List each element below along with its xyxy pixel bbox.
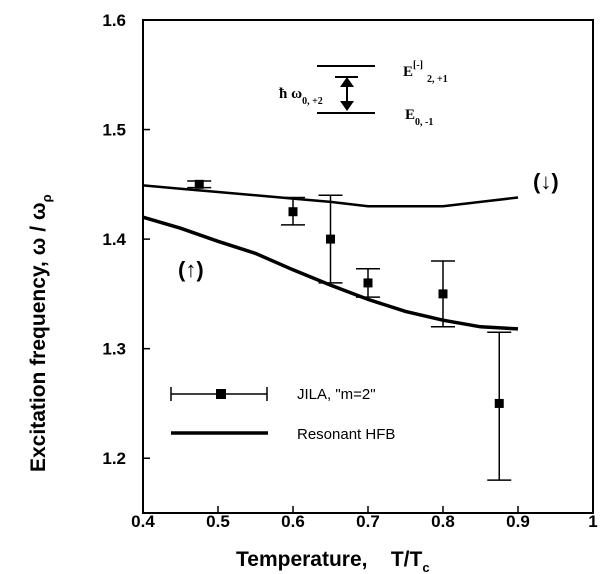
legend: JILA, "m=2" Resonant HFB: [170, 386, 395, 443]
inset-energy-diagram: E[-]2, +1 E0, -1 ħ ω0, +2: [279, 60, 448, 128]
data-point-0: [194, 179, 204, 189]
inset-lower-subscript: 0, -1: [415, 117, 433, 128]
inset-upper-label: E[-]2, +1: [403, 60, 448, 85]
x-tick-label-1: 0.5: [206, 512, 230, 531]
x-tick-label-2: 0.6: [281, 512, 305, 531]
y-tick-label-0: 1.2: [102, 449, 126, 468]
x-tick-label-3: 0.7: [356, 512, 380, 531]
legend-errorbar-symbol: [170, 387, 268, 401]
data-point-4: [438, 289, 448, 299]
x-tick-label-0: 0.4: [131, 512, 155, 531]
series-line-1: [142, 215, 519, 331]
inset-hbar-label: ħ ω0, +2: [279, 86, 323, 107]
x-axis-label: Temperature, T/Tc: [236, 548, 430, 574]
inset-upper-superscript: [-]: [413, 60, 423, 71]
x-axis-tick-labels: 0.4 0.5 0.6 0.7 0.8 0.9 1: [131, 512, 598, 531]
inset-arrow-down-head: [340, 101, 354, 111]
y-tick-label-2: 1.4: [102, 230, 126, 249]
inset-upper-subscript: 2, +1: [427, 74, 448, 85]
data-point-5: [494, 398, 504, 408]
y-axis-ticks: [143, 19, 150, 459]
errorbar-series: [187, 179, 512, 481]
legend-label-hfb: Resonant HFB: [297, 426, 395, 443]
curve-label-up: (↑): [178, 257, 204, 282]
data-point-2: [326, 234, 335, 244]
data-point-3: [363, 278, 373, 288]
x-tick-label-5: 0.9: [506, 512, 530, 531]
inset-arrow-up-head: [340, 77, 354, 87]
x-tick-label-6: 1: [588, 512, 597, 531]
curve-label-down: (↓): [533, 169, 559, 194]
data-point-1: [288, 207, 298, 217]
inset-lower-label: E0, -1: [405, 107, 433, 128]
y-tick-label-1: 1.3: [102, 340, 126, 359]
y-tick-label-3: 1.5: [102, 121, 126, 140]
y-tick-label-4: 1.6: [102, 11, 126, 30]
x-axis-ticks: [142, 506, 594, 513]
y-axis-label: Excitation frequency, ω / ωρ: [27, 194, 54, 472]
legend-label-jila: JILA, "m=2": [297, 386, 376, 403]
y-axis-tick-labels: 1.2 1.3 1.4 1.5 1.6: [102, 11, 126, 468]
y-axis-label-subscript: ρ: [39, 194, 54, 202]
inset-hbar-subscript: 0, +2: [302, 96, 323, 107]
x-tick-label-4: 0.8: [431, 512, 455, 531]
x-axis-label-subscript: c: [422, 560, 429, 574]
